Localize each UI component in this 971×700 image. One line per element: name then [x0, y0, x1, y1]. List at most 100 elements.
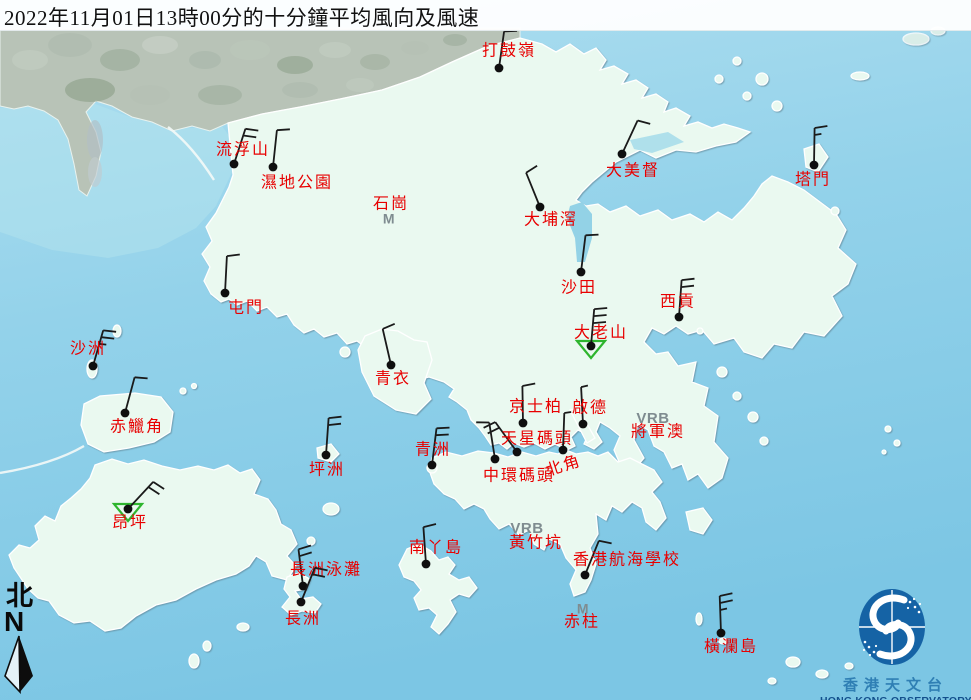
wind-barb [590, 307, 608, 347]
wind-barb [562, 411, 572, 451]
station-dot [220, 288, 230, 298]
station-中環碼頭: 中環碼頭 [476, 421, 555, 485]
wind-barb [381, 322, 396, 366]
station-label: 青洲 [415, 441, 451, 459]
station-大老山: 大老山 [574, 307, 628, 360]
station-label: 打鼓嶺 [482, 42, 536, 60]
station-dot [617, 149, 627, 159]
wind-barb [422, 523, 437, 565]
station-dot [123, 504, 133, 514]
station-label: 濕地公園 [261, 174, 333, 192]
station-青衣: 青衣 [375, 322, 409, 388]
wind-barb [813, 125, 828, 166]
shenzhen-urban-area [0, 27, 521, 197]
station-label: 京士柏 [509, 398, 563, 416]
wind-barb [525, 165, 541, 208]
bridges [0, 126, 216, 475]
station-label: 黃竹坑 [509, 534, 563, 552]
vrb-marker: VRB [510, 520, 543, 537]
wind-barb [718, 592, 733, 634]
wind-barb [127, 481, 165, 510]
station-長洲: 長洲 [285, 566, 328, 628]
station-dot [716, 628, 726, 638]
station-label: 大老山 [574, 324, 628, 342]
station-大埔滘: 大埔滘 [524, 165, 576, 229]
station-label: 香港航海學校 [573, 551, 681, 569]
station-石崗: M石崗 [373, 195, 409, 227]
station-label: 南丫島 [409, 539, 463, 557]
station-label: 大美督 [606, 162, 660, 180]
station-濕地公園: 濕地公園 [261, 128, 333, 192]
plover-cove [630, 132, 684, 153]
station-青洲: 青洲 [415, 426, 451, 470]
station-啟德: 啟德 [572, 384, 608, 429]
station-dot [296, 597, 306, 607]
north-arrow-icon [4, 635, 33, 695]
wind-barb [621, 119, 651, 155]
station-dot [490, 454, 500, 464]
station-屯門: 屯門 [220, 253, 264, 317]
station-dot [558, 445, 568, 455]
station-label: 石崗 [373, 195, 409, 213]
station-dot [298, 581, 308, 591]
tsing-yi-island [357, 328, 433, 415]
station-label: 屯門 [228, 299, 264, 317]
station-label: 啟德 [572, 399, 608, 417]
compass-north: 北 N [2, 582, 42, 699]
wind-barb [272, 128, 290, 168]
wind-barb [521, 382, 536, 424]
wind-barb [300, 566, 328, 603]
station-dot [586, 341, 596, 351]
wind-barb [431, 426, 450, 466]
station-dot [809, 160, 819, 170]
station-label: 昂坪 [112, 514, 148, 532]
wind-barb [233, 127, 259, 165]
shenzhen-bay-bridge [167, 126, 216, 181]
station-南丫島: 南丫島 [409, 523, 463, 569]
station-label: 將軍澳 [631, 423, 685, 441]
station-dot [576, 267, 586, 277]
hzmb-bridge [0, 444, 85, 475]
lamma-island [398, 543, 478, 635]
station-dot [88, 361, 98, 371]
station-dot [229, 159, 239, 169]
wind-barb [584, 539, 612, 576]
station-昂坪: 昂坪 [111, 481, 165, 532]
station-label: 赤鱲角 [110, 418, 164, 436]
station-label: 西貢 [660, 294, 696, 311]
station-dot [674, 312, 684, 322]
station-label: 天星碼頭 [501, 430, 573, 448]
station-流浮山: 流浮山 [216, 127, 268, 169]
station-沙田: 沙田 [561, 233, 599, 297]
wind-barb [678, 277, 695, 318]
station-坪洲: 坪洲 [309, 415, 345, 479]
wind-barb [124, 376, 148, 414]
calm-marker: M [577, 601, 589, 617]
station-label: 坪洲 [309, 461, 345, 479]
station-赤柱: M赤柱 [564, 601, 600, 631]
lantau-island [8, 458, 298, 632]
station-dot [578, 419, 588, 429]
station-label: 沙洲 [70, 341, 106, 358]
station-dot [268, 162, 278, 172]
station-label: 赤柱 [564, 613, 600, 631]
station-label: 中環碼頭 [483, 467, 555, 485]
hko-name-en: HONG KONG OBSERVATORY [820, 695, 971, 700]
wind-barb [325, 415, 342, 456]
wind-barb [580, 384, 589, 425]
station-dot [421, 559, 431, 569]
airport-platform [80, 392, 174, 453]
station-大美督: 大美督 [606, 119, 660, 180]
station-dot [518, 418, 528, 428]
water-overlays [567, 132, 684, 262]
wind-barb [92, 329, 117, 367]
station-dot [120, 408, 130, 418]
station-label: 長洲 [285, 610, 321, 628]
compass-hanzi: 北 [6, 581, 33, 611]
map-title: 2022年11月01日13時00分的十分鐘平均風向及風速 [4, 6, 480, 30]
station-京士柏: 京士柏 [509, 382, 563, 428]
